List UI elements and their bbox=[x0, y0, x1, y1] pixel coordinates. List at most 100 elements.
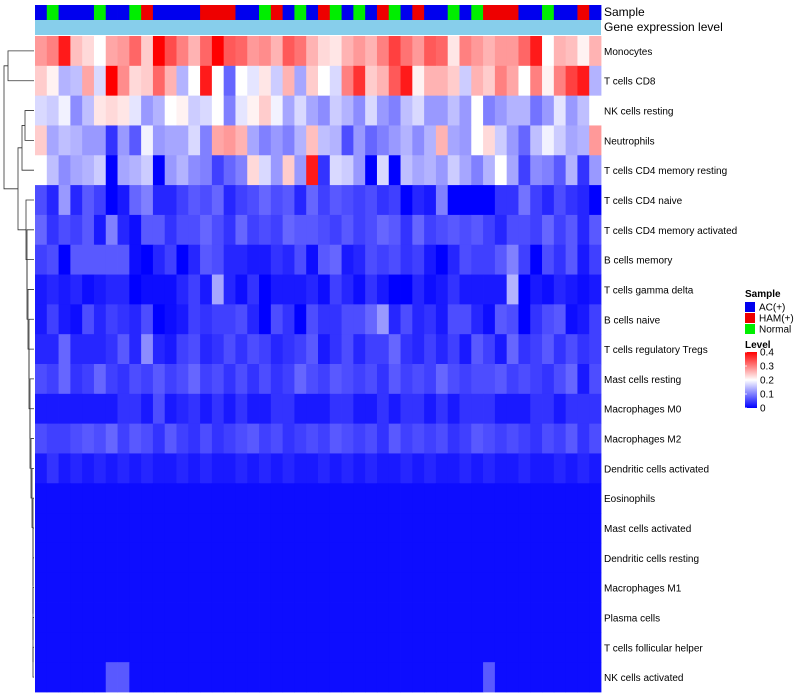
heatmap-cell bbox=[412, 364, 425, 395]
heatmap-cell bbox=[58, 483, 71, 514]
heatmap-cell bbox=[506, 483, 519, 514]
heatmap-cell bbox=[270, 364, 284, 395]
heatmap-cell bbox=[412, 155, 425, 186]
legend-level-tick-label: 0.4 bbox=[760, 348, 774, 359]
heatmap-cell bbox=[294, 214, 307, 246]
heatmap-cell bbox=[200, 513, 213, 544]
heatmap-cell bbox=[129, 214, 142, 246]
heatmap-cell bbox=[353, 453, 366, 484]
heatmap-cell bbox=[93, 662, 107, 693]
heatmap-cell bbox=[483, 274, 496, 305]
heatmap-cell bbox=[259, 334, 272, 365]
heatmap-cell bbox=[388, 632, 401, 663]
heatmap-cell bbox=[247, 95, 260, 126]
heatmap-cell bbox=[365, 274, 378, 305]
sample-cell bbox=[483, 5, 496, 20]
sample-cell bbox=[471, 5, 484, 20]
heatmap-cell bbox=[530, 453, 543, 484]
heatmap-cell bbox=[530, 95, 543, 126]
sample-cell bbox=[129, 5, 142, 20]
heatmap-cell bbox=[459, 244, 472, 275]
heatmap-cell bbox=[176, 393, 189, 425]
heatmap-cell bbox=[306, 95, 319, 126]
heatmap-cell bbox=[70, 185, 83, 216]
heatmap-cell bbox=[247, 602, 260, 633]
heatmap-cell bbox=[494, 155, 508, 186]
heatmap-cell bbox=[542, 155, 555, 186]
heatmap-cell bbox=[141, 632, 154, 663]
row-label: Mast cells activated bbox=[604, 524, 691, 535]
heatmap-cell bbox=[318, 662, 331, 693]
heatmap-cell bbox=[82, 423, 95, 454]
heatmap-cell bbox=[259, 364, 272, 395]
heatmap-cell bbox=[82, 65, 95, 97]
heatmap-cell bbox=[70, 572, 83, 603]
heatmap-cell bbox=[577, 244, 590, 275]
heatmap-cell bbox=[141, 453, 154, 484]
heatmap-cell bbox=[589, 513, 602, 544]
heatmap-cell bbox=[82, 483, 95, 514]
heatmap-cell bbox=[235, 572, 248, 603]
heatmap-cell bbox=[494, 36, 508, 67]
heatmap-cell bbox=[329, 393, 342, 425]
heatmap-cell bbox=[235, 185, 248, 216]
heatmap-cell bbox=[46, 155, 59, 186]
heatmap-cell bbox=[471, 125, 484, 156]
heatmap-cell bbox=[35, 304, 48, 335]
heatmap-cell bbox=[247, 274, 260, 305]
heatmap-cell bbox=[117, 244, 130, 275]
heatmap-cell bbox=[506, 632, 519, 663]
heatmap-cell bbox=[530, 244, 543, 275]
heatmap-cell bbox=[553, 214, 567, 246]
heatmap-cell bbox=[70, 155, 83, 186]
heatmap-cell bbox=[424, 632, 437, 663]
heatmap-cell bbox=[494, 244, 508, 275]
heatmap-cell bbox=[270, 632, 284, 663]
heatmap-cell bbox=[424, 572, 437, 603]
heatmap-cell bbox=[164, 632, 177, 663]
heatmap-cell bbox=[341, 125, 354, 156]
heatmap-cell bbox=[164, 65, 177, 97]
heatmap-cell bbox=[93, 36, 107, 67]
heatmap-cell bbox=[424, 36, 437, 67]
heatmap-cell bbox=[483, 334, 496, 365]
heatmap-cell bbox=[247, 185, 260, 216]
heatmap-cell bbox=[518, 662, 531, 693]
heatmap-cell bbox=[424, 274, 437, 305]
heatmap-cell bbox=[58, 36, 71, 67]
heatmap-cell bbox=[388, 542, 401, 574]
legend-swatch-normal bbox=[745, 324, 755, 334]
heatmap-cell bbox=[341, 453, 354, 484]
heatmap-cell bbox=[188, 125, 201, 156]
heatmap-cell bbox=[518, 453, 531, 484]
heatmap-cell bbox=[105, 364, 118, 395]
row-label: Macrophages M0 bbox=[604, 405, 682, 416]
sample-cell bbox=[412, 5, 425, 20]
heatmap-cell bbox=[506, 572, 519, 603]
heatmap-cell bbox=[353, 214, 366, 246]
heatmap-cell bbox=[412, 65, 425, 97]
heatmap-cell bbox=[200, 423, 213, 454]
heatmap-cell bbox=[176, 304, 189, 335]
heatmap-cell bbox=[70, 602, 83, 633]
heatmap-cell bbox=[483, 632, 496, 663]
heatmap-cell bbox=[376, 572, 390, 603]
heatmap-cell bbox=[412, 125, 425, 156]
heatmap-cell bbox=[459, 214, 472, 246]
heatmap-cell bbox=[530, 662, 543, 693]
heatmap-cell bbox=[589, 483, 602, 514]
heatmap-cell bbox=[235, 542, 248, 574]
heatmap-cell bbox=[294, 185, 307, 216]
heatmap-cell bbox=[483, 483, 496, 514]
heatmap-cell bbox=[282, 36, 295, 67]
heatmap-cell bbox=[553, 334, 567, 365]
heatmap-cell bbox=[565, 662, 578, 693]
heatmap-cell bbox=[259, 602, 272, 633]
heatmap-cell bbox=[129, 572, 142, 603]
heatmap-cell bbox=[341, 155, 354, 186]
heatmap-cell bbox=[518, 483, 531, 514]
heatmap-cell bbox=[93, 453, 107, 484]
legend-entry-label: AC(+) bbox=[759, 303, 785, 314]
heatmap-cell bbox=[247, 214, 260, 246]
heatmap-cell bbox=[164, 125, 177, 156]
